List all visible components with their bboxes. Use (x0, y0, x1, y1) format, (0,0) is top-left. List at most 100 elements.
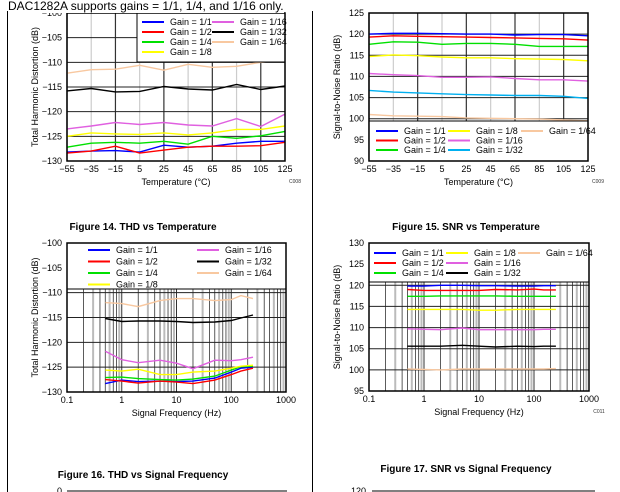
legend-label: Gain = 1/16 (225, 245, 272, 255)
x-tick-label: 0.1 (363, 394, 376, 404)
y-tick-label: −105 (42, 263, 62, 273)
x-tick-label: −55 (59, 164, 74, 174)
series-line-1-8 (368, 54, 589, 62)
x-axis-label: Signal Frequency (Hz) (132, 408, 222, 418)
y-axis-label: Signal-to-Noise Ratio (dB) (332, 35, 342, 140)
y-tick-label: 100 (349, 365, 364, 375)
y-tick-label: 120 (349, 29, 364, 39)
x-tick-label: 10 (474, 394, 484, 404)
x-tick-label: −35 (84, 164, 99, 174)
x-axis-label: Temperature (°C) (444, 177, 513, 187)
x-tick-label: 1000 (579, 394, 599, 404)
plot-frame (368, 12, 589, 162)
series-line-1-1 (407, 284, 556, 287)
x-tick-label: 25 (159, 164, 169, 174)
y-tick-label: −100 (42, 238, 62, 248)
series-line-1-2 (105, 367, 254, 385)
y-tick-label: 105 (349, 93, 364, 103)
y-tick-label: −115 (42, 82, 62, 92)
x-tick-label: 105 (556, 164, 571, 174)
series-line-1-32 (368, 89, 589, 100)
legend-label: Gain = 1/2 (404, 136, 446, 146)
series-line-1-32 (105, 314, 254, 324)
y-axis-label: Signal-to-Noise Ratio (dB) (332, 265, 342, 370)
series-line-1-16 (407, 327, 556, 331)
caption-figure-17: Figure 17. SNR vs Signal Frequency (380, 464, 552, 475)
plot-frame (66, 12, 286, 162)
x-tick-label: 45 (486, 164, 496, 174)
intro-text: DAC1282A supports gains = 1/1, 1/4, and … (8, 0, 284, 13)
y-axis-label: Total Harmonic Distortion (dB) (30, 257, 40, 377)
x-tick-label: −35 (386, 164, 401, 174)
y-tick-label: −115 (42, 313, 62, 323)
y-tick-label: 130 (349, 238, 364, 248)
chart-4: 0.1 1 10 100 100095100105110115120125130Gain… (332, 238, 605, 417)
legend-label: Gain = 1/4 (402, 268, 444, 278)
y-tick-label: −130 (42, 156, 62, 166)
y-tick-label: 125 (349, 8, 364, 18)
legend-label: Gain = 1/1 (170, 17, 212, 27)
x-tick-label: 125 (277, 164, 292, 174)
series-line-1-4 (66, 130, 286, 148)
legend-label: Gain = 1/8 (474, 248, 516, 258)
caption-figure-16: Figure 16. THD vs Signal Frequency (57, 470, 229, 481)
legend-label: Gain = 1/1 (404, 126, 446, 136)
series-line-1-4 (105, 365, 254, 381)
legend-label: Gain = 1/4 (116, 268, 158, 278)
x-tick-label: −15 (410, 164, 425, 174)
legend-label: Gain = 1/32 (474, 268, 521, 278)
x-tick-label: −55 (361, 164, 376, 174)
y-axis-label: Total Harmonic Distortion (dB) (30, 27, 40, 147)
legend-label: Gain = 1/8 (170, 47, 212, 57)
page-border-middle (312, 11, 313, 492)
x-tick-label: 1 (421, 394, 426, 404)
series-line-1-64 (368, 113, 589, 122)
bottom-left-tick: 0 (57, 486, 62, 492)
y-tick-label: 115 (350, 301, 364, 311)
x-tick-label: 125 (580, 164, 595, 174)
x-tick-label: 85 (232, 164, 242, 174)
series-line-1-16 (66, 113, 286, 130)
legend-label: Gain = 1/64 (225, 268, 272, 278)
y-tick-label: −100 (42, 8, 62, 18)
x-tick-label: 5 (439, 164, 444, 174)
y-tick-label: 95 (354, 135, 364, 145)
legend-label: Gain = 1/64 (240, 37, 287, 47)
legend-box (368, 242, 590, 283)
y-tick-label: −110 (42, 288, 62, 298)
y-tick-label: −125 (42, 362, 62, 372)
legend-label: Gain = 1/32 (476, 145, 523, 155)
y-tick-label: 100 (349, 114, 364, 124)
series-line-1-64 (66, 59, 286, 74)
series-line-1-1 (105, 366, 254, 385)
x-tick-label: 1000 (276, 395, 296, 405)
page-border-left (7, 11, 8, 492)
x-tick-label: 100 (526, 394, 541, 404)
chart-1: −55 −35 −15 5 25 45 65 85 105 125 −130 −125 −120 −115… (30, 8, 301, 187)
legend-label: Gain = 1/16 (474, 258, 521, 268)
caption-figure-15: Figure 15. SNR vs Temperature (392, 222, 540, 233)
series-line-1-8 (66, 125, 286, 137)
y-tick-label: 110 (350, 71, 364, 81)
x-tick-label: 85 (534, 164, 544, 174)
x-tick-label: −15 (108, 164, 123, 174)
x-tick-label: 100 (224, 395, 239, 405)
legend-label: Gain = 1/16 (476, 136, 523, 146)
x-tick-label: 105 (253, 164, 268, 174)
figure-code: C011 (593, 409, 605, 415)
x-tick-label: 65 (207, 164, 217, 174)
caption-figure-14: Figure 14. THD vs Temperature (69, 222, 217, 233)
legend-label: Gain = 1/32 (225, 257, 272, 267)
legend-label: Gain = 1/8 (476, 126, 518, 136)
series-line-1-2 (368, 35, 589, 41)
y-tick-label: 125 (349, 259, 364, 269)
y-tick-label: 115 (350, 50, 364, 60)
legend-label: Gain = 1/64 (546, 248, 593, 258)
plot-frame (66, 242, 287, 393)
legend-label: Gain = 1/32 (240, 27, 287, 37)
y-tick-label: −125 (42, 131, 62, 141)
y-tick-label: −120 (42, 337, 62, 347)
y-tick-label: 120 (349, 280, 364, 290)
legend-box (368, 120, 589, 162)
